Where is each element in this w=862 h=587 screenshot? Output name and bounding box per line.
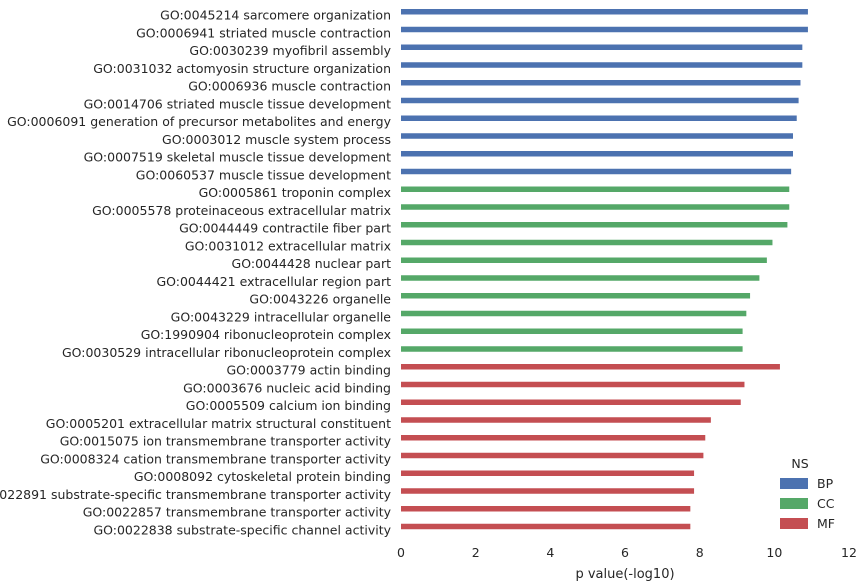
bar-mf [401, 506, 691, 512]
x-axis-title: p value(-log10) [575, 567, 674, 582]
bar-cc [401, 310, 747, 317]
category-label: GO:0006936 muscle contraction [188, 79, 391, 94]
category-label: GO:0044428 nuclear part [232, 256, 392, 271]
bar-mf [401, 399, 741, 405]
x-tick-label: 0 [397, 545, 405, 560]
bar-bp [401, 62, 803, 68]
bar-cc [401, 346, 743, 352]
category-label: GO:0015075 ion transmembrane transporter… [60, 434, 392, 449]
bar-mf [401, 381, 745, 388]
category-label: GO:0005861 troponin complex [199, 185, 391, 200]
bar-cc [401, 186, 790, 192]
category-label: GO:0007519 skeletal muscle tissue develo… [84, 150, 391, 165]
bar-cc [401, 239, 773, 246]
category-label: GO:0005201 extracellular matrix structur… [46, 416, 391, 431]
category-label: GO:0022891 substrate-specific transmembr… [0, 487, 392, 502]
bar-cc [401, 293, 751, 299]
bar-bp [401, 97, 799, 104]
category-label: GO:0006941 striated muscle contraction [136, 25, 391, 40]
bar-mf [401, 470, 695, 476]
category-label: GO:0043226 organelle [249, 292, 391, 307]
category-label: GO:0044449 contractile fiber part [179, 221, 391, 236]
legend-swatch-cc [780, 498, 808, 509]
x-axis-ticks-group: 0 2 4 6 8 10 12 [397, 545, 857, 560]
legend-swatch-mf [780, 518, 808, 529]
category-label: GO:0003012 muscle system process [162, 132, 391, 147]
category-label: GO:0008324 cation transmembrane transpor… [40, 451, 391, 466]
x-tick-label: 10 [766, 545, 782, 560]
x-tick-label: 2 [472, 545, 480, 560]
legend-swatch-bp [780, 478, 808, 489]
category-label: GO:0060537 muscle tissue development [136, 167, 391, 182]
bar-mf [401, 488, 695, 494]
bar-cc [401, 204, 790, 210]
bars-group [401, 9, 808, 530]
category-label: GO:0031032 actomyosin structure organiza… [93, 61, 391, 76]
category-label: GO:0022838 substrate-specific channel ac… [93, 522, 391, 537]
category-label: GO:0003676 nucleic acid binding [183, 380, 391, 395]
bar-mf [401, 435, 706, 441]
category-label: GO:0045214 sarcomere organization [160, 8, 391, 23]
bar-bp [401, 151, 793, 157]
bar-cc [401, 328, 743, 334]
bar-mf [401, 523, 691, 530]
bar-cc [401, 257, 767, 263]
bar-mf [401, 452, 704, 459]
bar-mf [401, 417, 711, 423]
category-label: GO:0003779 actin binding [226, 363, 391, 378]
x-tick-label: 8 [696, 545, 704, 560]
category-label: GO:0005578 proteinaceous extracellular m… [92, 203, 391, 218]
bar-bp [401, 115, 797, 121]
bar-bp [401, 80, 801, 86]
category-label: GO:0014706 striated muscle tissue develo… [84, 96, 392, 111]
category-label: GO:1990904 ribonucleoprotein complex [141, 327, 391, 342]
legend-label-cc: CC [817, 496, 835, 511]
x-tick-label: 4 [546, 545, 554, 560]
category-label: GO:0030529 intracellular ribonucleoprote… [62, 345, 391, 360]
category-label: GO:0006091 generation of precursor metab… [7, 114, 392, 129]
bar-bp [401, 168, 792, 175]
bar-mf [401, 364, 780, 370]
legend-label-bp: BP [817, 476, 834, 491]
category-label: GO:0008092 cytoskeletal protein binding [134, 469, 391, 484]
x-tick-label: 6 [621, 545, 629, 560]
category-label: GO:0022857 transmembrane transporter act… [83, 505, 392, 520]
x-tick-label: 12 [841, 545, 857, 560]
bar-bp [401, 44, 803, 50]
bar-bp [401, 9, 808, 15]
category-label: GO:0030239 myofibril assembly [189, 43, 391, 58]
category-label: GO:0031012 extracellular matrix [185, 238, 391, 253]
bar-cc [401, 275, 760, 281]
category-label: GO:0044421 extracellular region part [156, 274, 391, 289]
bar-cc [401, 222, 788, 228]
category-label: GO:0005509 calcium ion binding [186, 398, 391, 413]
category-label: GO:0043229 intracellular organelle [171, 309, 392, 324]
category-labels-group: GO:0045214 sarcomere organization GO:0006… [0, 8, 392, 538]
bar-bp [401, 133, 793, 139]
legend: NS BP CC MF [780, 456, 835, 531]
legend-label-mf: MF [817, 516, 835, 531]
legend-title: NS [791, 456, 808, 471]
bar-bp [401, 26, 808, 33]
